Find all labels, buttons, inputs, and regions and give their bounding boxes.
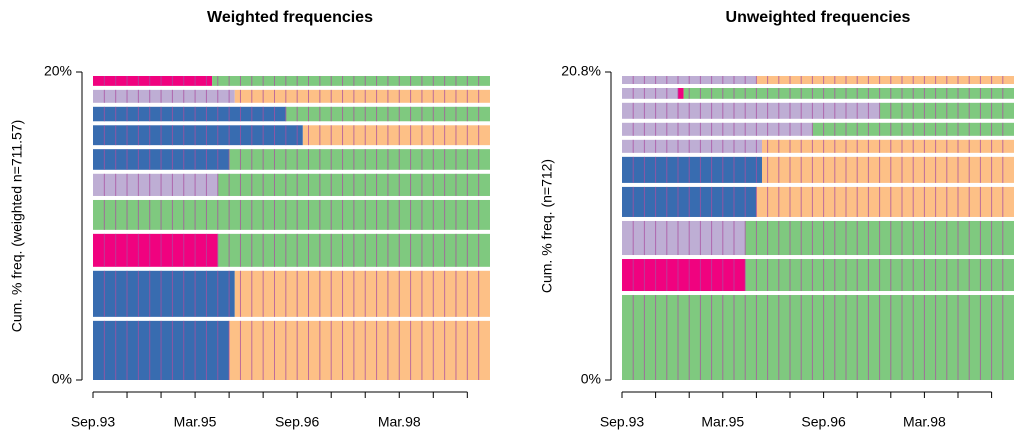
spell [622, 156, 762, 183]
y-tick-label: 0% [581, 371, 601, 387]
spell [234, 270, 490, 317]
spell [756, 76, 1014, 84]
spell [622, 259, 746, 292]
chart-title: Unweighted frequencies [726, 9, 911, 26]
spell [93, 270, 235, 317]
y-tick-label: 20% [44, 63, 72, 79]
spell [622, 102, 880, 119]
spell [302, 125, 490, 146]
spell [93, 106, 286, 122]
spell [622, 220, 746, 256]
y-tick-label: 0% [52, 371, 72, 387]
x-tick-label: Mar.98 [378, 414, 421, 430]
spell [93, 233, 218, 267]
x-tick-label: Sep.96 [275, 414, 320, 430]
spell [229, 149, 490, 170]
x-tick-label: Mar.95 [174, 414, 217, 430]
spell [762, 139, 1014, 153]
spell [622, 87, 678, 99]
x-tick-label: Mar.98 [903, 414, 946, 430]
spell [93, 173, 218, 196]
spell [622, 122, 813, 136]
spell [762, 156, 1014, 183]
spell [678, 87, 684, 99]
y-axis-label: Cum. % freq. (n=712) [539, 159, 555, 293]
y-tick-label: 20.8% [561, 63, 601, 79]
spell [622, 139, 762, 153]
y-axis-label: Cum. % freq. (weighted n=711.57) [9, 120, 25, 333]
chart-title: Weighted frequencies [207, 9, 373, 26]
spell [756, 186, 1014, 217]
spell [683, 87, 1014, 99]
spell [234, 89, 490, 103]
spell [93, 199, 490, 230]
x-tick-label: Mar.95 [701, 414, 744, 430]
x-tick-label: Sep.93 [600, 414, 645, 430]
spell [229, 320, 490, 380]
spell [93, 76, 213, 86]
spell [622, 295, 1014, 380]
spell [93, 89, 235, 103]
spell [93, 125, 303, 146]
spell [212, 76, 490, 86]
x-tick-label: Sep.96 [801, 414, 846, 430]
x-tick-label: Sep.93 [71, 414, 116, 430]
